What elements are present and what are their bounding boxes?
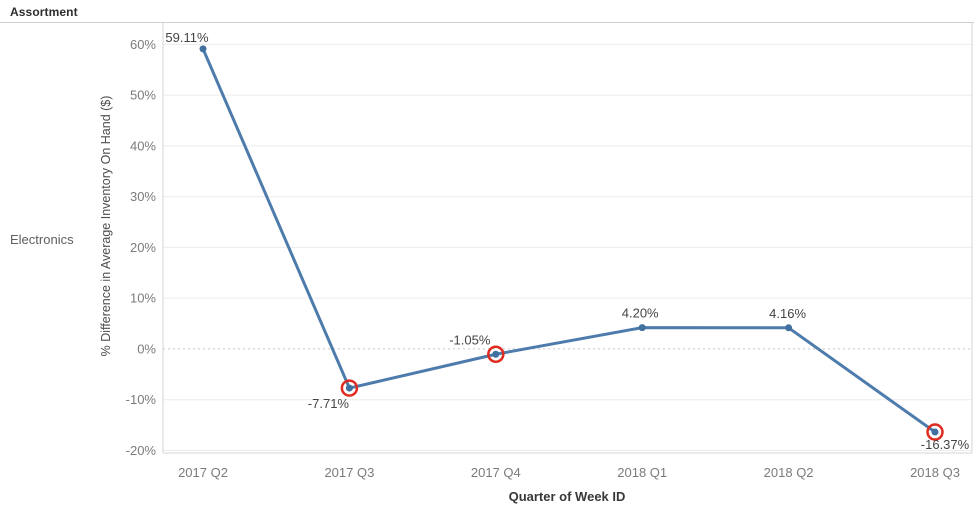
data-point-label: 4.20% (622, 306, 659, 321)
highlight-ring-icon (487, 345, 505, 364)
data-point-marker[interactable] (638, 324, 646, 332)
data-point-label: -16.37% (921, 437, 970, 452)
data-point-label: -7.71% (308, 396, 350, 411)
gridlines (163, 43, 972, 451)
highlight-ring-icon (926, 423, 944, 441)
x-tick-label: 2018 Q1 (617, 465, 667, 480)
y-tick-label: 40% (130, 138, 156, 153)
data-labels: 59.11% -7.71% -1.05% 4.20% 4.16% -16.37% (165, 30, 969, 452)
x-axis-title: Quarter of Week ID (509, 489, 626, 504)
row-field-header: Assortment (10, 5, 78, 19)
data-point-marker[interactable] (931, 428, 939, 436)
y-tick-label: -10% (126, 392, 157, 407)
row-label-electronics: Electronics (10, 232, 74, 247)
y-tick-label: 60% (130, 37, 156, 52)
data-point-label: 59.11% (165, 30, 209, 45)
x-axis-tick-labels: 2017 Q2 2017 Q3 2017 Q4 2018 Q1 2018 Q2 2018 … (178, 465, 960, 480)
data-point-marker[interactable] (785, 324, 793, 332)
y-tick-label: 0% (137, 341, 156, 356)
x-tick-label: 2017 Q2 (178, 465, 228, 480)
y-tick-label: -20% (126, 443, 157, 458)
data-point-marker[interactable] (492, 350, 500, 358)
y-axis-title: % Difference in Average Inventory On Han… (99, 96, 113, 357)
data-point-label: 4.16% (769, 306, 806, 321)
highlight-ring-icon (340, 379, 359, 397)
x-tick-label: 2018 Q2 (764, 465, 814, 480)
data-point-marker[interactable] (345, 384, 353, 392)
y-axis-tick-labels: 60% 50% 40% 30% 20% 10% 0% -10% -20% (126, 37, 157, 458)
x-tick-label: 2017 Q3 (324, 465, 374, 480)
data-point-label: -1.05% (449, 332, 491, 347)
y-tick-label: 20% (130, 240, 156, 255)
header-divider (0, 22, 974, 23)
axes (162, 23, 973, 454)
series-line (201, 47, 937, 434)
x-tick-label: 2018 Q3 (910, 465, 960, 480)
highlight-rings (340, 345, 944, 441)
line-series (199, 45, 939, 436)
y-tick-label: 30% (130, 189, 156, 204)
y-tick-label: 50% (130, 88, 156, 103)
x-tick-label: 2017 Q4 (471, 465, 521, 480)
y-tick-label: 10% (130, 291, 156, 306)
data-point-marker[interactable] (199, 45, 207, 53)
